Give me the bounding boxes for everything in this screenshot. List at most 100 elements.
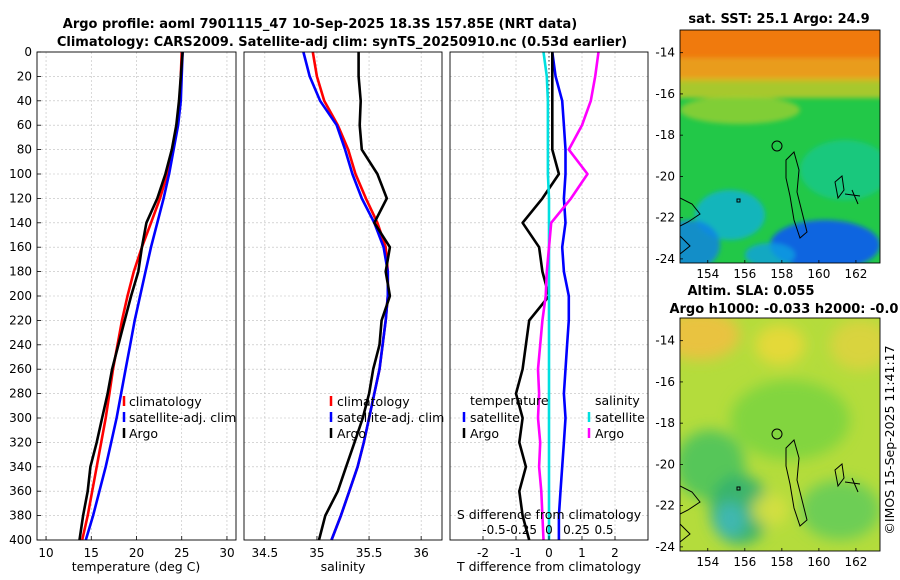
x-tick-label: 20 [129, 546, 144, 560]
sla-map-title-line2: Argo h1000: -0.033 h2000: -0.015 [669, 302, 900, 317]
temperature-legend: climatology satellite-adj. clim Argo [122, 394, 236, 441]
legend-label-argo: Argo [129, 426, 158, 441]
difference-legend: temperature salinity satellite Argo sate… [462, 393, 645, 441]
x-tick-label: 15 [84, 546, 99, 560]
lon-tick-label: 154 [696, 555, 719, 569]
x-tick-label: 35 [309, 546, 324, 560]
salinity-x-label: salinity [321, 559, 366, 574]
sla-color-field [680, 318, 880, 545]
sst-lon-ticks: 154 156 158 160 162 [696, 260, 867, 281]
y-tick-label: 360 [9, 484, 32, 498]
difference-grid [450, 52, 648, 540]
y-tick-label: 300 [9, 411, 32, 425]
x-tick-label: -1 [510, 546, 522, 560]
legend-label-climatology: climatology [129, 394, 202, 409]
temperature-grid [37, 52, 236, 540]
lat-tick-label: -14 [655, 46, 675, 60]
lon-tick-label: 154 [696, 267, 719, 281]
y-tick-label: 280 [9, 387, 32, 401]
legend-label-t-satellite: satellite [470, 410, 520, 425]
t-difference-x-ticks: -2 -1 0 1 2 [477, 536, 619, 560]
s-difference-x-label: S difference from climatology [457, 507, 642, 522]
temperature-x-label: temperature (deg C) [72, 559, 201, 574]
x-tick-label: -2 [477, 546, 489, 560]
y-tick-label: 180 [9, 265, 32, 279]
y-tick-label: 140 [9, 216, 32, 230]
series-line-temperature-satellite [551, 51, 571, 540]
lon-tick-label: 162 [844, 555, 867, 569]
y-tick-label: 120 [9, 191, 32, 205]
temperature-series [78, 51, 184, 541]
sla-coastline-contours [680, 428, 861, 543]
salinity-panel: 34.5 35 35.5 36 salinity climatology satell… [243, 51, 444, 574]
y-tick-label: 0 [24, 45, 32, 59]
y-tick-label: 200 [9, 289, 32, 303]
legend-label-climatology: climatology [337, 394, 410, 409]
legend-label-t-argo: Argo [470, 426, 499, 441]
lat-tick-label: -18 [655, 416, 675, 430]
series-line-salinity-argo [536, 51, 600, 541]
lat-tick-label: -16 [655, 375, 675, 389]
y-tick-label: 380 [9, 509, 32, 523]
x-tick-label: 30 [219, 546, 234, 560]
x2-tick-label: -0.25 [506, 523, 537, 537]
series-line-satellite-adj-clim [302, 51, 390, 541]
lat-tick-label: -20 [655, 169, 675, 183]
x-tick-label: 2 [611, 546, 619, 560]
y-tick-label: 320 [9, 435, 32, 449]
legend-label-s-argo: Argo [595, 426, 624, 441]
salinity-series [302, 51, 392, 541]
sla-lon-ticks: 154 156 158 160 162 [696, 548, 867, 569]
lon-tick-label: 160 [807, 555, 830, 569]
lat-tick-label: -24 [655, 540, 675, 554]
y-tick-label: 100 [9, 167, 32, 181]
x2-tick-label: -0.5 [482, 523, 505, 537]
lon-tick-label: 156 [733, 267, 756, 281]
t-difference-x-label: T difference from climatology [456, 559, 642, 574]
imos-credit: ©IMOS 15-Sep-2025 11:41:17 [882, 345, 897, 534]
salinity-legend: climatology satellite-adj. clim Argo [329, 394, 444, 441]
lat-tick-label: -18 [655, 128, 675, 142]
legend-title-temperature: temperature [470, 393, 549, 408]
y-tick-label: 340 [9, 460, 32, 474]
difference-panel: -2 -1 0 1 2 -0.5 -0.25 0 0.25 0.5 S difference f… [449, 51, 649, 574]
sst-map-title: sat. SST: 25.1 Argo: 24.9 [688, 12, 869, 27]
y-tick-label: 160 [9, 240, 32, 254]
legend-label-satellite-adj: satellite-adj. clim [129, 410, 236, 425]
sla-map-title-line1: Altim. SLA: 0.055 [688, 284, 815, 299]
y-tick-label: 60 [17, 118, 32, 132]
x-tick-label: 34.5 [251, 546, 278, 560]
legend-title-salinity: salinity [595, 393, 640, 408]
x2-tick-label: 0 [545, 523, 553, 537]
y-tick-label: 260 [9, 362, 32, 376]
figure-title-line1: Argo profile: aoml 7901115_47 10-Sep-202… [63, 17, 577, 32]
temperature-x-ticks: 10 15 20 25 30 [38, 536, 235, 560]
y-tick-label: 20 [17, 69, 32, 83]
series-line-salinity-satellite [542, 51, 551, 540]
y-tick-label: 40 [17, 94, 32, 108]
y-tick-label: 240 [9, 338, 32, 352]
s-difference-x-ticks: -0.5 -0.25 0 0.25 0.5 [482, 523, 613, 537]
y-tick-label: 400 [9, 533, 32, 547]
x-tick-label: 1 [578, 546, 586, 560]
lon-tick-label: 162 [844, 267, 867, 281]
series-line-satellite-adj-clim [84, 51, 184, 541]
sst-lat-ticks: -14 -16 -18 -20 -22 -24 [655, 46, 683, 266]
series-line-argo [78, 51, 184, 541]
sla-lat-ticks: -14 -16 -18 -20 -22 -24 [655, 334, 683, 554]
x-tick-label: 0 [545, 546, 553, 560]
salinity-grid [244, 52, 442, 540]
lat-tick-label: -16 [655, 87, 675, 101]
lat-tick-label: -20 [655, 457, 675, 471]
depth-y-ticks: 0 20 40 60 80 100 120 140 160 180 200 220 240 260 280 3… [9, 45, 41, 547]
y-tick-label: 220 [9, 313, 32, 327]
lat-tick-label: -22 [655, 211, 675, 225]
lon-tick-label: 156 [733, 555, 756, 569]
x-tick-label: 25 [174, 546, 189, 560]
lat-tick-label: -22 [655, 499, 675, 513]
salinity-x-ticks: 34.5 35 35.5 36 [251, 536, 429, 560]
lon-tick-label: 158 [770, 555, 793, 569]
lat-tick-label: -24 [655, 252, 675, 266]
x-tick-label: 10 [38, 546, 53, 560]
